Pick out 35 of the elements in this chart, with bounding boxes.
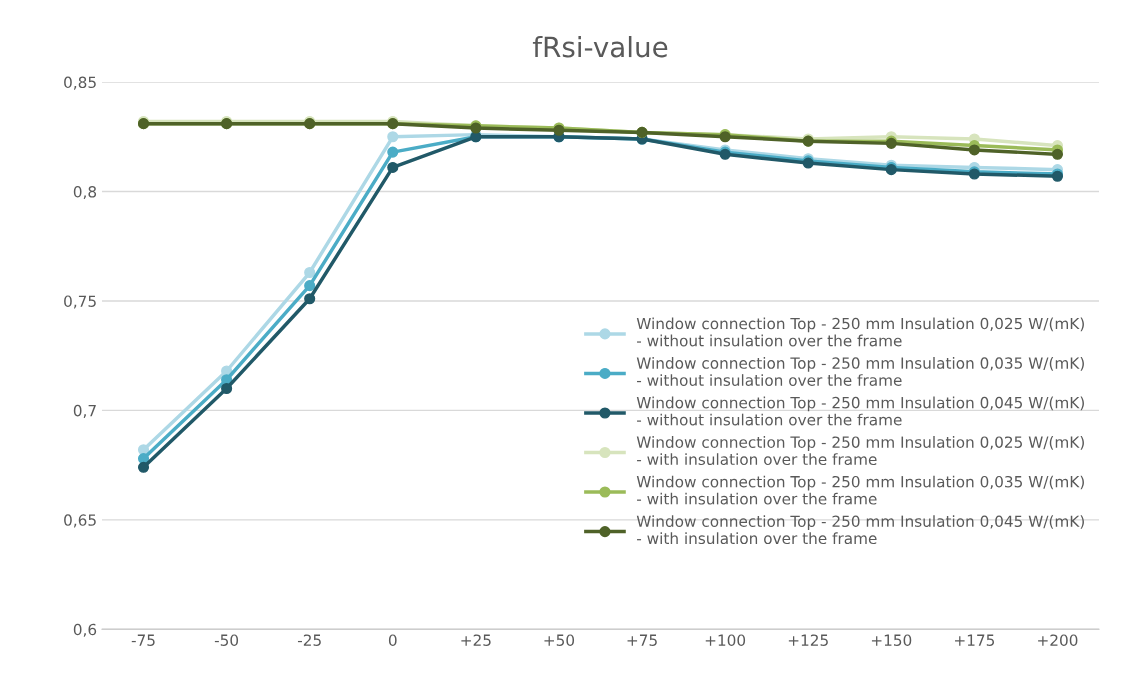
point: [304, 280, 316, 292]
point: [387, 131, 399, 143]
point: [387, 161, 399, 173]
legend-label: Window connection Top - 250 mm Insulation 0,045 W/(mK) - without insulation over the frame: [636, 396, 1084, 426]
point: [304, 266, 316, 279]
y-tick-label: 0,65: [64, 514, 96, 528]
legend-label: Window connection Top - 250 mm Insulation 0,035 W/(mK) - with insulation over the frame: [636, 475, 1084, 505]
legend-label: Window connection Top - 250 mm Insulation 0,035 W/(mK) - without insulation over the frame: [636, 357, 1084, 386]
legend-label: Window connection Top - 250 mm Insulation 0,025 W/(mK) - without insulation over the frame: [636, 317, 1084, 347]
point: [137, 461, 150, 473]
x-tick-label: -25: [297, 634, 321, 646]
x-tick-label: +200: [1038, 634, 1078, 646]
y-tick-label: 0,75: [64, 295, 96, 309]
x-tick-label: +175: [955, 634, 995, 646]
point: [304, 293, 316, 305]
x-tick-label: -75: [131, 634, 155, 646]
x-tick-label: +150: [871, 634, 912, 646]
y-tick-label: 0,7: [73, 404, 96, 418]
x-tick-label: -50: [214, 634, 239, 646]
point: [387, 146, 399, 158]
legend-label: Window connection Top - 250 mm Insulation 0,045 W/(mK) - with insulation over the frame: [636, 515, 1084, 545]
x-tick-label: +25: [461, 634, 491, 646]
y-tick-label: 0,6: [73, 623, 97, 637]
x-tick-label: +100: [705, 634, 746, 646]
point: [968, 144, 980, 156]
y-tick-label: 0,8: [73, 185, 97, 200]
legend-label: Window connection Top - 250 mm Insulation 0,025 W/(mK) - with insulation over the frame: [636, 436, 1084, 466]
x-tick-label: +125: [788, 634, 828, 646]
point: [1051, 148, 1064, 160]
chart-title: fRsi-value: [532, 35, 668, 58]
y-tick-label: 0,85: [64, 76, 96, 90]
x-tick-label: 0: [388, 634, 397, 646]
x-tick-label: +75: [627, 634, 657, 646]
x-tick-label: +50: [544, 634, 575, 646]
point: [221, 382, 233, 395]
